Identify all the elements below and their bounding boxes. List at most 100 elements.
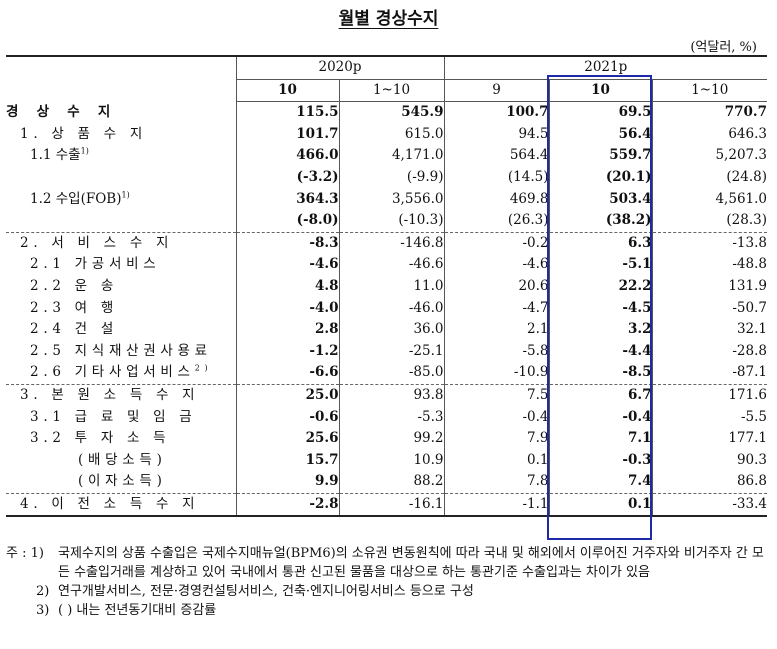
header-year-2020: 2020p bbox=[235, 54, 444, 80]
row-label: 1.2 수입(FOB)1) bbox=[6, 189, 236, 211]
header-blank bbox=[6, 55, 236, 102]
value-cell: 22.2 bbox=[548, 275, 652, 298]
value-cell: 5,207.3 bbox=[651, 145, 767, 167]
row-label: (이자소득) bbox=[6, 471, 236, 493]
value-cell: 466.0 bbox=[235, 145, 339, 167]
row-label bbox=[6, 210, 236, 232]
row-label: 2.2 운 송 bbox=[6, 276, 236, 298]
footnote-2: 2) 연구개발서비스, 전문·경영컨설팅서비스, 건축·엔지니어링서비스 등으로… bbox=[36, 584, 474, 599]
value-cell: -13.8 bbox=[651, 231, 767, 255]
row-label: 2.1 가공서비스 bbox=[6, 254, 236, 276]
header-col: 10 bbox=[235, 78, 339, 103]
value-cell: 559.7 bbox=[548, 145, 652, 167]
row-label-text: (이자소득) bbox=[78, 473, 167, 490]
table-row: (-8.0) (-10.3) (26.3) (38.2) (28.3) bbox=[6, 210, 767, 233]
value-cell: 646.3 bbox=[651, 123, 767, 146]
value-cell: (14.5) bbox=[443, 166, 549, 189]
value-cell: 0.1 bbox=[548, 492, 652, 518]
row-label: 1.1 수출1) bbox=[6, 145, 236, 167]
footnote-3: 3) ( ) 내는 전년동기대비 증감률 bbox=[36, 603, 217, 618]
row-label: 2.6 기타사업서비스2) bbox=[6, 362, 236, 384]
value-cell: -33.4 bbox=[651, 492, 767, 518]
row-label-text: 4. 이 전 소 득 수 지 bbox=[20, 495, 200, 512]
row-label-text: 2.2 운 송 bbox=[30, 277, 118, 294]
value-cell: 7.8 bbox=[443, 471, 549, 494]
value-cell: 6.3 bbox=[548, 231, 652, 255]
table-row: (-3.2) (-9.9) (14.5) (20.1) (24.8) bbox=[6, 166, 767, 189]
value-cell: (-8.0) bbox=[235, 210, 339, 233]
value-cell: -87.1 bbox=[651, 362, 767, 385]
row-label: 1. 상 품 수 지 bbox=[6, 124, 236, 146]
header-year-row: 2020p 2021p bbox=[6, 54, 767, 102]
row-label-text: 1.1 수출 bbox=[30, 147, 81, 164]
value-cell: 100.7 bbox=[443, 101, 549, 124]
table-row: 3. 본 원 소 득 수 지 25.0 93.8 7.5 6.7 171.6 bbox=[6, 383, 767, 407]
row-label-text: 2.5 지식재산권사용료 bbox=[30, 342, 212, 359]
row-label-text: 1.2 수입(FOB) bbox=[30, 190, 122, 207]
value-cell: 615.0 bbox=[338, 123, 444, 146]
table-row: 2. 서 비 스 수 지 -8.3 -146.8 -0.2 6.3 -13.8 bbox=[6, 231, 767, 255]
footnote-1: 주 : 1) 국제수지의 상품 수출입은 국제수지매뉴얼(BPM6)의 소유권 … bbox=[6, 546, 764, 580]
row-label: 2. 서 비 스 수 지 bbox=[6, 231, 236, 255]
value-cell: 2.8 bbox=[235, 319, 339, 341]
value-cell: 101.7 bbox=[235, 123, 339, 146]
row-label: (배당소득) bbox=[6, 450, 236, 472]
value-cell: -16.1 bbox=[338, 492, 444, 518]
row-label-text: 3.2 투 자 소 득 bbox=[30, 430, 171, 447]
value-cell: 9.9 bbox=[235, 471, 339, 494]
value-cell: -46.6 bbox=[338, 254, 444, 276]
value-cell: 503.4 bbox=[548, 188, 652, 211]
value-cell: 69.5 bbox=[548, 101, 652, 124]
value-cell: 88.2 bbox=[338, 471, 444, 494]
value-cell: 25.0 bbox=[235, 383, 339, 407]
table-row: 2.2 운 송 4.8 11.0 20.6 22.2 131.9 bbox=[6, 275, 767, 298]
value-cell: 6.7 bbox=[548, 383, 652, 407]
row-label: 3.2 투 자 소 득 bbox=[6, 428, 236, 450]
value-cell: -4.4 bbox=[548, 340, 652, 363]
value-cell: -4.5 bbox=[548, 297, 652, 320]
row-label bbox=[6, 167, 236, 189]
row-label-text: 경 상 수 지 bbox=[6, 103, 118, 120]
value-cell: -85.0 bbox=[338, 362, 444, 385]
value-cell: 25.6 bbox=[235, 428, 339, 450]
value-cell: -0.6 bbox=[235, 406, 339, 429]
row-label: 경 상 수 지 bbox=[6, 102, 236, 124]
table-row: 1. 상 품 수 지 101.7 615.0 94.5 56.4 646.3 bbox=[6, 123, 767, 146]
value-cell: -2.8 bbox=[235, 492, 339, 518]
value-cell: -8.5 bbox=[548, 362, 652, 385]
value-cell: 7.9 bbox=[443, 428, 549, 450]
value-cell: (24.8) bbox=[651, 166, 767, 189]
value-cell: 4.8 bbox=[235, 275, 339, 298]
value-cell: -4.7 bbox=[443, 297, 549, 320]
value-cell: 15.7 bbox=[235, 449, 339, 472]
value-cell: -0.2 bbox=[443, 231, 549, 255]
table-row: 2.3 여 행 -4.0 -46.0 -4.7 -4.5 -50.7 bbox=[6, 297, 767, 320]
header-col: 9 bbox=[443, 78, 549, 103]
value-cell: 2.1 bbox=[443, 319, 549, 341]
value-cell: -0.3 bbox=[548, 449, 652, 472]
value-cell: 770.7 bbox=[651, 101, 767, 124]
value-cell: -1.1 bbox=[443, 492, 549, 518]
value-cell: (38.2) bbox=[548, 210, 652, 233]
table-row: 2.4 건 설 2.8 36.0 2.1 3.2 32.1 bbox=[6, 319, 767, 341]
row-label: 2.4 건 설 bbox=[6, 319, 236, 341]
row-label: 3.1 급 료 및 임 금 bbox=[6, 407, 236, 429]
header-period-row: 10 1~10 9 10 1~10 bbox=[6, 78, 767, 103]
value-cell: -46.0 bbox=[338, 297, 444, 320]
table-row: 4. 이 전 소 득 수 지 -2.8 -16.1 -1.1 0.1 -33.4 bbox=[6, 492, 767, 518]
value-cell: -28.8 bbox=[651, 340, 767, 363]
table-title: 월별 경상수지 bbox=[338, 9, 439, 29]
table-row: 경 상 수 지 115.5 545.9 100.7 69.5 770.7 bbox=[6, 101, 767, 124]
value-cell: 364.3 bbox=[235, 188, 339, 211]
value-cell: 115.5 bbox=[235, 101, 339, 124]
value-cell: 3.2 bbox=[548, 319, 652, 341]
table-row: 2.1 가공서비스 -4.6 -46.6 -4.6 -5.1 -48.8 bbox=[6, 254, 767, 276]
table-row: (이자소득) 9.9 88.2 7.8 7.4 86.8 bbox=[6, 471, 767, 494]
value-cell: 131.9 bbox=[651, 275, 767, 298]
table-row: 2.6 기타사업서비스2) -6.6 -85.0 -10.9 -8.5 -87.1 bbox=[6, 362, 767, 385]
value-cell: -48.8 bbox=[651, 254, 767, 276]
value-cell: -4.6 bbox=[443, 254, 549, 276]
value-cell: -5.3 bbox=[338, 406, 444, 429]
value-cell: 56.4 bbox=[548, 123, 652, 146]
value-cell: -0.4 bbox=[548, 406, 652, 429]
